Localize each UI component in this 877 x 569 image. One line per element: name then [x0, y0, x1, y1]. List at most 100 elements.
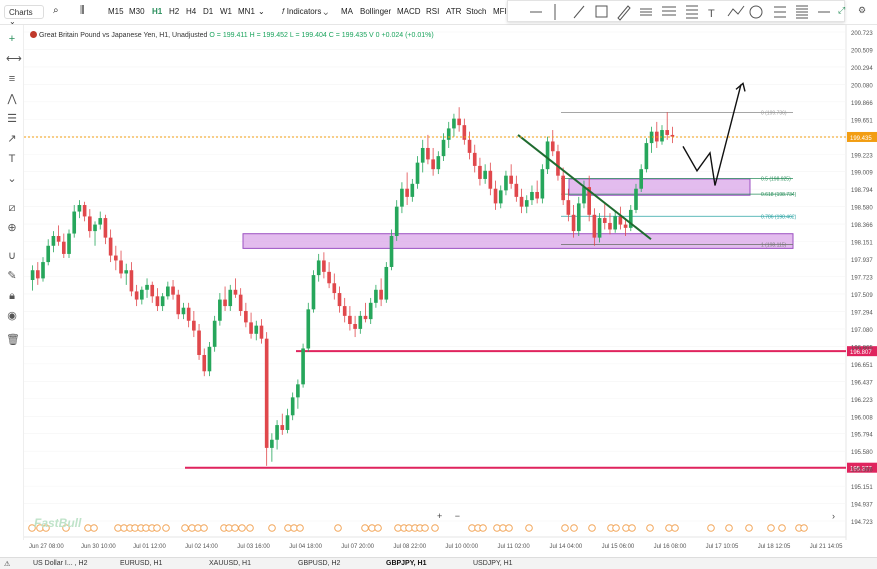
search-icon[interactable]: ⌕ [53, 5, 59, 16]
price-zone-rectangle[interactable] [242, 233, 794, 249]
economic-event-icon[interactable] [767, 524, 775, 532]
fib-channel-icon[interactable] [662, 6, 676, 16]
economic-event-icon[interactable] [200, 524, 208, 532]
indicator-atr[interactable]: ATR [446, 7, 462, 16]
projection-path[interactable] [682, 82, 746, 186]
economic-event-icon[interactable] [707, 524, 715, 532]
economic-event-icon[interactable] [525, 524, 533, 532]
indicator-bollinger[interactable]: Bollinger [360, 7, 392, 16]
parallel-channel-icon[interactable] [640, 8, 652, 16]
tab-usd-index[interactable]: US Dollar I... , H2 [33, 560, 88, 567]
economic-event-icon[interactable] [246, 524, 254, 532]
economic-event-icon[interactable] [28, 524, 36, 532]
candle-type-icon[interactable]: ⫼ [80, 5, 85, 16]
expand-icon[interactable]: ⤢ [838, 5, 846, 15]
fib-extension-tool-icon[interactable] [796, 5, 808, 19]
economic-event-icon[interactable] [745, 524, 753, 532]
plot-area[interactable] [24, 25, 846, 537]
economic-event-icon[interactable] [588, 524, 596, 532]
ruler-icon[interactable]: ⧄ [8, 202, 16, 214]
tab-xauusd[interactable]: XAUUSD, H1 [209, 560, 252, 567]
charts-dropdown[interactable]: Charts ⌄ [4, 5, 44, 26]
economic-event-icon[interactable] [570, 524, 578, 532]
rectangle-tool-icon[interactable] [595, 5, 608, 18]
indicator-rsi[interactable]: RSI [426, 7, 440, 16]
timeframe-m15[interactable]: M15 [108, 7, 124, 16]
event-markers[interactable] [28, 524, 808, 532]
economic-event-icon[interactable] [42, 524, 50, 532]
tab-eurusd[interactable]: EURUSD, H1 [120, 560, 163, 567]
visibility-icon[interactable]: ◉ [7, 310, 17, 322]
economic-event-icon[interactable] [646, 524, 654, 532]
support-lines[interactable]: 196.807 195.377 [185, 346, 877, 473]
economic-event-icon[interactable] [334, 524, 342, 532]
timeframe-d1[interactable]: D1 [203, 7, 214, 16]
timeframe-w1[interactable]: W1 [220, 7, 232, 16]
economic-event-icon[interactable] [238, 524, 246, 532]
settings-icon[interactable]: ⚙ [858, 5, 867, 15]
trend-line-tool-icon[interactable] [573, 5, 585, 19]
fibonacci-retracement[interactable]: 0 (199.736) 0.5 (198.925) 0.618 (198.734) 0… [561, 110, 797, 249]
economic-event-icon[interactable] [268, 524, 276, 532]
tab-gbpjpy[interactable]: GBPJPY, H1 [386, 560, 427, 567]
ellipse-tool-icon[interactable] [749, 5, 763, 19]
economic-event-icon[interactable] [612, 524, 620, 532]
economic-event-icon[interactable] [778, 524, 786, 532]
economic-event-icon[interactable] [671, 524, 679, 532]
lock-icon[interactable]: 🔒︎ [9, 290, 15, 302]
pattern-icon[interactable]: ⋀ [7, 93, 17, 105]
text-icon[interactable]: T [8, 153, 16, 165]
indicator-mfi[interactable]: MFI [493, 7, 507, 16]
price-zone-rectangle[interactable] [568, 178, 751, 196]
crosshair-icon[interactable]: + [8, 33, 16, 45]
timeframe-h2[interactable]: H2 [169, 7, 180, 16]
horizontal-line-icon[interactable]: ⟷ [6, 53, 22, 65]
pattern-tool-icon[interactable] [727, 5, 745, 17]
timeframe-mn1[interactable]: MN1 [238, 7, 255, 16]
economic-event-icon[interactable] [725, 524, 733, 532]
price-axis[interactable]: 200.723 200.509 200.294 200.080 199.866 199.6… [847, 31, 877, 526]
economic-event-icon[interactable] [62, 524, 70, 532]
economic-event-icon[interactable] [421, 524, 429, 532]
timeframe-h1[interactable]: H1 [152, 7, 163, 16]
economic-event-icon[interactable] [800, 524, 808, 532]
economic-event-icon[interactable] [374, 524, 382, 532]
economic-event-icon[interactable] [479, 524, 487, 532]
economic-event-icon[interactable] [162, 524, 170, 532]
economic-event-icon[interactable] [296, 524, 304, 532]
tab-gbpusd[interactable]: GBPUSD, H2 [298, 560, 341, 567]
timeframe-h4[interactable]: H4 [186, 7, 197, 16]
gann-tool-icon[interactable] [774, 6, 786, 18]
zoom-out-button[interactable]: − [454, 511, 461, 521]
collapse-icon[interactable]: ⌄ [7, 173, 17, 185]
line-tool-icon[interactable]: ↗ [7, 133, 17, 145]
more-timeframes-icon[interactable]: ⌄ [258, 7, 265, 16]
time-axis[interactable]: Jun 27 08:00 Jun 30 10:00 Jul 01 12:00 Jul … [29, 544, 843, 550]
economic-event-icon[interactable] [361, 524, 369, 532]
scroll-right-icon[interactable]: › [832, 511, 835, 521]
economic-event-icon[interactable] [231, 524, 239, 532]
text-tool-icon[interactable]: T [708, 8, 715, 20]
descending-trendline[interactable] [517, 134, 652, 241]
projection-polyline[interactable] [682, 84, 742, 186]
indicator-ma[interactable]: MA [341, 7, 353, 16]
economic-event-icon[interactable] [90, 524, 98, 532]
tab-usdjpy[interactable]: USDJPY, H1 [473, 560, 513, 567]
zoom-in-button[interactable]: + [437, 511, 443, 521]
magnet-icon[interactable]: ∪ [7, 250, 17, 262]
economic-event-icon[interactable] [181, 524, 189, 532]
draw-mode-icon[interactable]: ✎ [7, 270, 17, 282]
trash-icon[interactable]: 🗑︎ [6, 334, 20, 346]
brush-tool-icon[interactable] [617, 5, 631, 21]
timeframe-m30[interactable]: M30 [129, 7, 145, 16]
indicators-button[interactable]: 𝑓 Indicators ⌄ [282, 7, 328, 16]
economic-event-icon[interactable] [431, 524, 439, 532]
economic-event-icon[interactable] [561, 524, 569, 532]
zoom-in-icon[interactable]: ⊕ [7, 222, 17, 234]
indicator-stoch[interactable]: Stoch [466, 7, 487, 16]
indicator-macd[interactable]: MACD [397, 7, 421, 16]
fib-retracement-tool-icon[interactable] [686, 5, 698, 19]
economic-event-icon[interactable] [628, 524, 636, 532]
economic-event-icon[interactable] [505, 524, 513, 532]
